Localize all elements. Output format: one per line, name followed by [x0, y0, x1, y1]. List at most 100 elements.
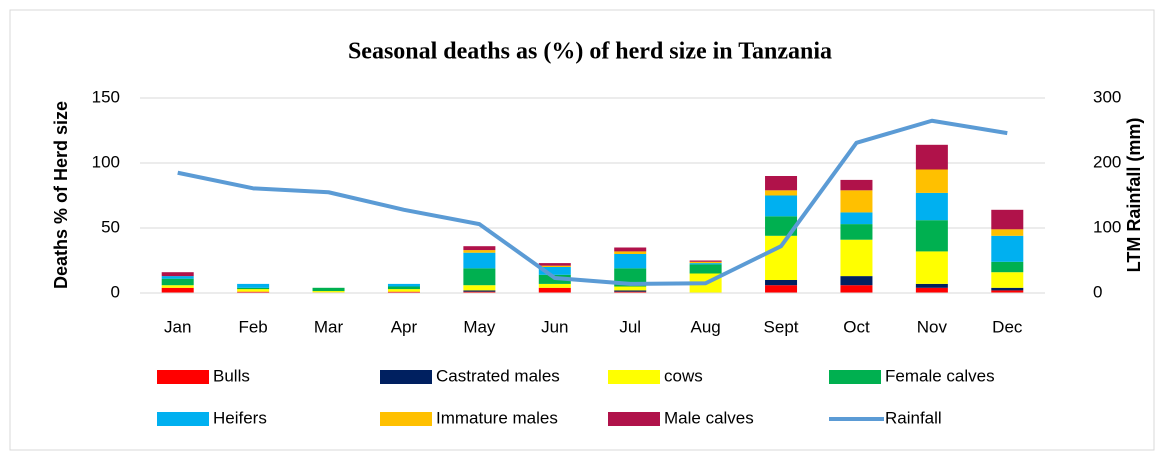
bar-segment [387, 291, 420, 293]
bar-segment [840, 239, 873, 277]
bar-segment [915, 287, 948, 293]
bar-segment [840, 285, 873, 293]
bar-segment [538, 267, 571, 275]
bar-segment [312, 291, 345, 293]
y-axis-label: Deaths % of Herd size [51, 101, 71, 289]
x-tick-label: Apr [391, 317, 418, 336]
y2-axis-label: LTM Rainfall (mm) [1124, 118, 1144, 273]
bar-segment [161, 285, 194, 288]
x-tick-label: Mar [314, 317, 344, 336]
bar-segment [237, 291, 270, 293]
legend-swatch [380, 370, 432, 384]
x-tick-label: Feb [238, 317, 267, 336]
legend-swatch [608, 370, 660, 384]
bar-segment [237, 283, 270, 288]
bar-segment [614, 291, 647, 293]
legend-label: Rainfall [885, 408, 942, 427]
bar-segment [463, 285, 496, 291]
x-tick-label: Sept [764, 317, 799, 336]
x-tick-label: Nov [917, 317, 948, 336]
bar-segment [765, 176, 798, 191]
x-tick-label: Jul [619, 317, 641, 336]
bar-segment [915, 220, 948, 252]
bar-segment [991, 229, 1024, 236]
bar-segment [765, 195, 798, 217]
y-tick-label: 50 [101, 217, 120, 236]
bar-segment [915, 169, 948, 193]
bar-segment [614, 254, 647, 269]
bar-segment [689, 264, 722, 274]
y2-tick-label: 0 [1093, 282, 1102, 301]
bar-segment [840, 224, 873, 240]
y-tick-label: 150 [92, 87, 120, 106]
legend-label: Male calves [664, 408, 754, 427]
x-tick-label: Dec [992, 317, 1023, 336]
legend-swatch [829, 370, 881, 384]
rainfall-line [177, 118, 1008, 286]
bar-segment [387, 286, 420, 290]
bar-segment [161, 278, 194, 286]
bar-segment [387, 289, 420, 292]
y2-tick-label: 300 [1093, 87, 1121, 106]
bar-segment [237, 287, 270, 290]
bar-segment [312, 287, 345, 292]
bar-segment [463, 252, 496, 269]
bar-segment [840, 179, 873, 191]
x-tick-label: May [463, 317, 496, 336]
bar-segment [915, 283, 948, 288]
y2-tick-label: 200 [1093, 152, 1121, 171]
bar-segment [991, 235, 1024, 262]
bar-segment [463, 246, 496, 251]
bar-segment [765, 216, 798, 236]
y2-tick-label: 100 [1093, 217, 1121, 236]
bar-segment [463, 291, 496, 293]
bar-segment [689, 263, 722, 265]
bar-segment [991, 209, 1024, 230]
bar-segment [538, 265, 571, 267]
bar-segment [614, 251, 647, 254]
legend-label: Heifers [213, 408, 267, 427]
bar-segment [765, 235, 798, 280]
legend-label: cows [664, 366, 703, 385]
bar-segment [237, 289, 270, 292]
bar-segment [161, 276, 194, 279]
y-tick-label: 100 [92, 152, 120, 171]
legend-swatch [157, 412, 209, 426]
bar-segment [915, 144, 948, 170]
bar-segment [765, 285, 798, 293]
y-tick-label: 0 [111, 282, 120, 301]
bar-segment [161, 287, 194, 293]
bar-segment [765, 190, 798, 196]
bar-segment [915, 192, 948, 221]
bar-segment [538, 283, 571, 288]
legend-label: Castrated males [436, 366, 560, 385]
bar-segment [538, 287, 571, 293]
legend-label: Immature males [436, 408, 558, 427]
bar-segment [991, 287, 1024, 291]
bar-segment [765, 280, 798, 286]
bar-segment [915, 251, 948, 284]
bar-segment [614, 286, 647, 291]
bar-segment [463, 250, 496, 253]
bar-segment [689, 261, 722, 264]
bar-segment [840, 190, 873, 213]
legend-swatch [380, 412, 432, 426]
chart-title: Seasonal deaths as (%) of herd size in T… [348, 39, 832, 65]
bar-segment [614, 290, 647, 292]
bar-segment [463, 290, 496, 292]
bar-segment [538, 263, 571, 266]
bar-segment [991, 272, 1024, 288]
bar-segment [614, 247, 647, 252]
bar-segment [991, 290, 1024, 293]
x-tick-label: Jan [164, 317, 191, 336]
legend-label: Bulls [213, 366, 250, 385]
bar-segment [840, 276, 873, 286]
x-tick-label: Jun [541, 317, 568, 336]
bar-segment [840, 212, 873, 225]
bar-segment [689, 260, 722, 262]
legend-label: Female calves [885, 366, 995, 385]
legend-swatch [157, 370, 209, 384]
bar-segment [991, 261, 1024, 273]
x-tick-label: Aug [691, 317, 721, 336]
